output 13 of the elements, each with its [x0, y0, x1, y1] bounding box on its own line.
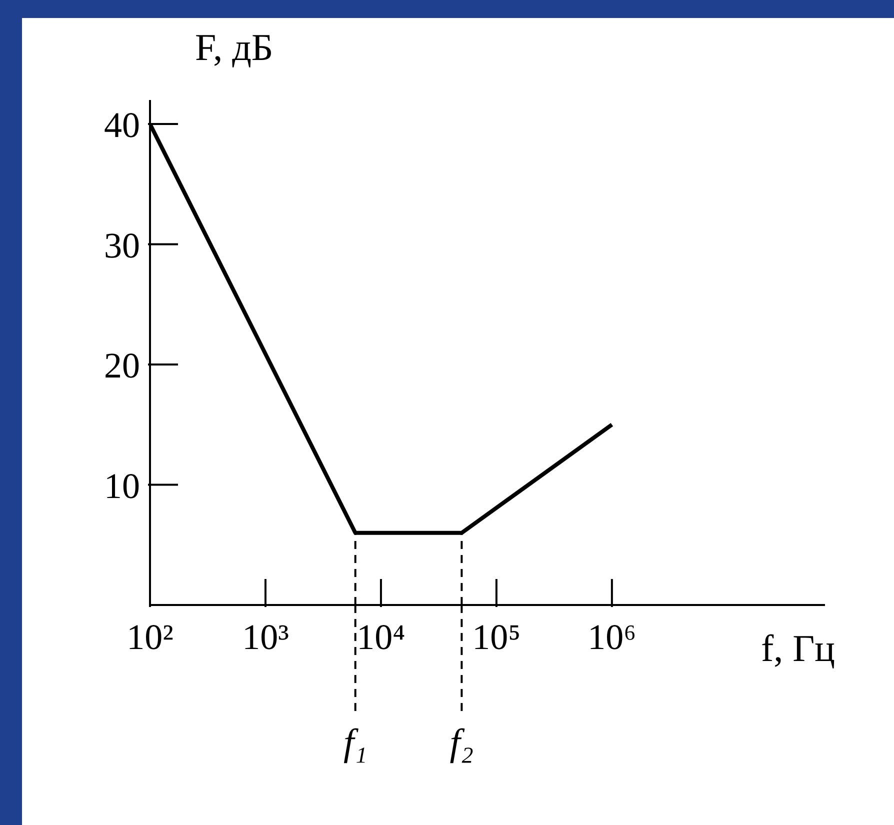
- x-tick-label: 10⁴: [356, 617, 406, 657]
- x-tick-label: 10²: [126, 617, 174, 657]
- y-tick-label: 30: [104, 225, 140, 266]
- ref-line-label: f₁: [343, 722, 368, 764]
- y-tick-label: 10: [104, 466, 140, 506]
- y-tick-label: 20: [104, 346, 140, 386]
- ref-line-label: f₂: [450, 722, 474, 764]
- x-tick-label: 10⁵: [472, 617, 521, 657]
- y-tick-label: 40: [104, 105, 140, 146]
- y-axis-title: F, дБ: [195, 27, 274, 69]
- x-tick-label: 10⁶: [588, 617, 636, 657]
- x-tick-label: 10³: [242, 617, 290, 657]
- x-axis-title: f, Гц: [761, 628, 835, 670]
